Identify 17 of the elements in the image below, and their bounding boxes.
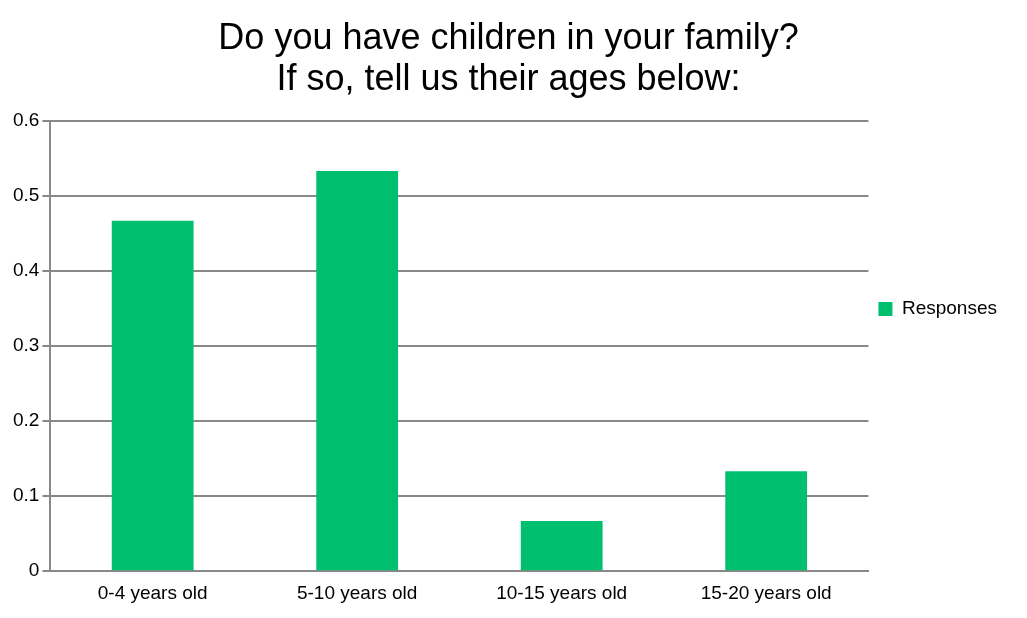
y-tick-label: 0: [28, 559, 40, 581]
x-tick-label: 15-20 years old: [700, 581, 832, 603]
y-tick-label: 0.3: [12, 334, 40, 356]
y-tick-label: 0.5: [12, 184, 40, 206]
bar: [111, 220, 194, 571]
bar: [520, 520, 603, 571]
x-tick-label: 0-4 years old: [97, 581, 208, 603]
y-tick-label: 0.2: [12, 409, 40, 431]
x-tick-label: 5-10 years old: [296, 581, 418, 603]
y-tick-label: 0.4: [12, 259, 40, 281]
legend-label: Responses: [901, 297, 998, 319]
chart-title: Do you have children in your family? If so, tell us their ages below:: [218, 15, 799, 99]
x-tick-label: 10-15 years old: [496, 581, 628, 603]
y-tick-label: 0.6: [12, 109, 40, 131]
bar: [316, 171, 399, 571]
y-tick-label: 0.1: [12, 484, 40, 506]
bar: [725, 471, 808, 571]
